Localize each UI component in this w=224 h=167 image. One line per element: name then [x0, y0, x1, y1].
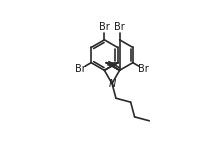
Text: N: N	[108, 78, 116, 89]
Text: Br: Br	[99, 22, 110, 32]
Text: Br: Br	[138, 64, 149, 74]
Text: Br: Br	[75, 64, 86, 74]
Text: Br: Br	[114, 22, 125, 32]
